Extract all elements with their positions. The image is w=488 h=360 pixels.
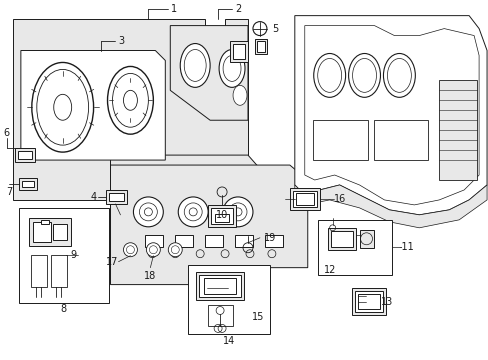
Bar xyxy=(327,228,355,250)
Text: 18: 18 xyxy=(144,271,156,281)
Bar xyxy=(233,44,244,59)
Text: 9: 9 xyxy=(70,250,77,260)
Bar xyxy=(351,288,386,315)
Bar xyxy=(438,80,476,180)
Text: 15: 15 xyxy=(251,312,264,323)
Text: -11: -11 xyxy=(398,242,413,252)
Polygon shape xyxy=(170,26,247,120)
Bar xyxy=(215,214,228,222)
Bar xyxy=(203,278,236,293)
Bar xyxy=(354,291,383,312)
Text: 6: 6 xyxy=(4,128,10,138)
Bar xyxy=(22,181,34,187)
Polygon shape xyxy=(21,50,165,160)
Bar xyxy=(18,151,32,159)
Bar xyxy=(229,41,247,62)
Bar xyxy=(208,305,233,327)
Bar xyxy=(256,41,264,53)
Circle shape xyxy=(123,243,137,257)
Polygon shape xyxy=(110,155,289,265)
Ellipse shape xyxy=(233,85,246,105)
Bar xyxy=(31,255,47,287)
Circle shape xyxy=(146,243,160,257)
Text: 7: 7 xyxy=(6,187,12,197)
Bar xyxy=(199,275,241,297)
Bar xyxy=(175,235,193,247)
Bar xyxy=(105,190,127,204)
Ellipse shape xyxy=(383,54,414,97)
Polygon shape xyxy=(110,165,307,285)
Bar xyxy=(29,218,71,246)
Ellipse shape xyxy=(223,55,241,81)
Ellipse shape xyxy=(32,62,93,152)
Ellipse shape xyxy=(219,50,244,87)
Circle shape xyxy=(178,197,208,227)
Text: 1: 1 xyxy=(171,4,177,14)
Text: 12: 12 xyxy=(323,265,335,275)
Text: 19: 19 xyxy=(263,233,275,243)
Bar xyxy=(108,193,124,201)
Bar xyxy=(33,222,51,242)
Bar xyxy=(51,255,66,287)
Circle shape xyxy=(223,197,252,227)
Bar xyxy=(196,272,244,300)
Bar xyxy=(211,208,233,224)
Text: 2: 2 xyxy=(234,4,241,14)
Circle shape xyxy=(133,197,163,227)
Ellipse shape xyxy=(112,73,148,127)
Bar xyxy=(264,235,282,247)
Text: 16: 16 xyxy=(333,194,345,204)
Text: 3: 3 xyxy=(118,36,124,46)
Text: 5: 5 xyxy=(271,24,278,33)
Polygon shape xyxy=(294,185,486,228)
Bar xyxy=(357,293,380,310)
Text: 8: 8 xyxy=(61,305,67,315)
Ellipse shape xyxy=(37,69,88,145)
Bar xyxy=(235,235,252,247)
Polygon shape xyxy=(294,15,486,215)
Text: 17: 17 xyxy=(106,257,119,267)
Bar xyxy=(145,235,163,247)
Bar xyxy=(312,120,367,160)
Bar xyxy=(295,193,313,205)
Bar xyxy=(373,120,427,160)
Bar xyxy=(53,224,66,240)
Ellipse shape xyxy=(184,50,206,81)
Text: 14: 14 xyxy=(223,336,235,346)
Bar xyxy=(254,39,266,54)
Bar xyxy=(289,188,319,210)
Ellipse shape xyxy=(348,54,380,97)
Bar xyxy=(330,231,352,247)
Text: 13: 13 xyxy=(381,297,393,306)
Bar xyxy=(208,205,236,227)
Ellipse shape xyxy=(180,44,210,87)
Bar xyxy=(205,235,223,247)
Polygon shape xyxy=(13,19,247,200)
Bar xyxy=(41,220,49,224)
Bar xyxy=(19,208,108,302)
Bar xyxy=(317,220,392,275)
Bar xyxy=(188,265,269,334)
Ellipse shape xyxy=(107,67,153,134)
Ellipse shape xyxy=(313,54,345,97)
Bar xyxy=(292,191,316,207)
Bar xyxy=(19,178,37,190)
Bar xyxy=(15,148,35,162)
Bar xyxy=(359,230,374,248)
Circle shape xyxy=(168,243,182,257)
Text: 10: 10 xyxy=(216,210,228,220)
Text: 4: 4 xyxy=(90,192,97,202)
